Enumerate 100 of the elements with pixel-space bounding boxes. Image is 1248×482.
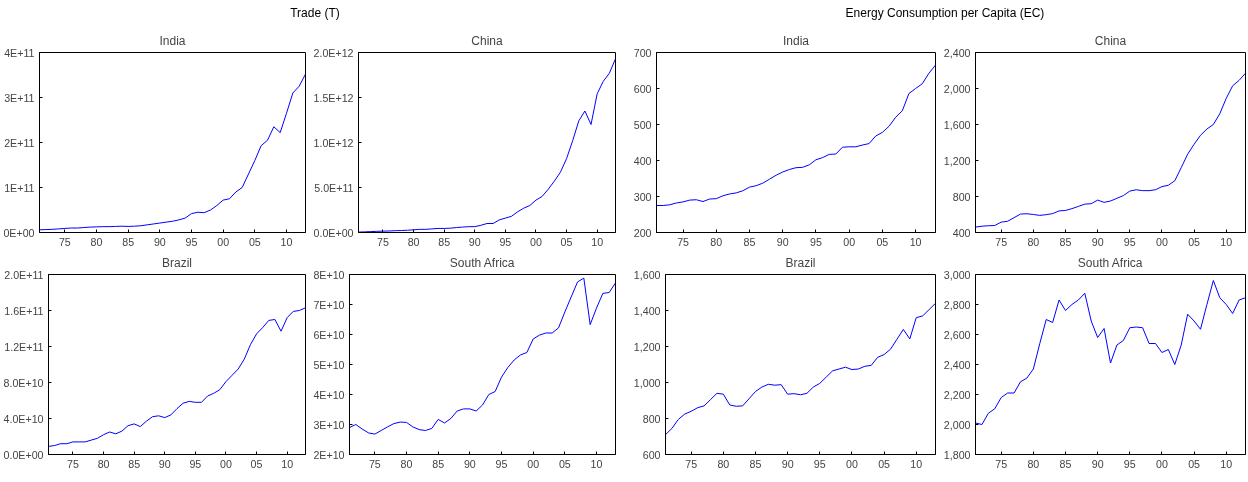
y-tick-label: 4E+10 bbox=[313, 388, 345, 401]
x-tick-label: 10 bbox=[1220, 457, 1233, 470]
x-tick-label: 75 bbox=[995, 235, 1008, 248]
y-tick-label: 600 bbox=[642, 448, 661, 461]
x-tick-label: 90 bbox=[468, 235, 481, 248]
y-tick-label: 1,600 bbox=[633, 268, 661, 281]
x-tick-label: 10 bbox=[280, 235, 293, 248]
y-tick-label: 8E+10 bbox=[313, 268, 345, 281]
y-tick-label: 1.6E+11 bbox=[4, 304, 44, 317]
y-tick-label: 1,600 bbox=[943, 118, 971, 131]
x-tick-label: 05 bbox=[876, 235, 889, 248]
x-tick-label: 80 bbox=[407, 235, 420, 248]
x-tick-label: 85 bbox=[122, 235, 135, 248]
x-tick-label: 80 bbox=[90, 235, 103, 248]
x-tick-label: 85 bbox=[432, 457, 445, 470]
x-tick-label: 85 bbox=[749, 457, 762, 470]
chart-title: Brazil bbox=[785, 255, 816, 270]
x-tick-label: 75 bbox=[677, 235, 690, 248]
y-tick-label: 1,200 bbox=[943, 154, 971, 167]
y-tick-label: 3,000 bbox=[943, 268, 971, 281]
x-tick-label: 05 bbox=[878, 457, 891, 470]
x-tick-label: 95 bbox=[813, 457, 826, 470]
y-tick-label: 7E+10 bbox=[313, 298, 345, 311]
y-tick-label: 2E+11 bbox=[4, 136, 35, 149]
x-tick-label: 10 bbox=[591, 235, 604, 248]
y-tick-label: 0E+00 bbox=[3, 226, 35, 239]
x-tick-label: 05 bbox=[248, 235, 261, 248]
line-series bbox=[665, 302, 936, 436]
x-tick-label: 80 bbox=[1027, 457, 1040, 470]
y-tick-label: 2.0E+11 bbox=[4, 268, 44, 281]
line-series bbox=[975, 280, 1246, 425]
x-tick-label: 80 bbox=[400, 457, 413, 470]
y-tick-label: 1E+11 bbox=[4, 181, 35, 194]
chart-title: South Africa bbox=[449, 255, 515, 270]
y-tick-label: 2,000 bbox=[943, 418, 971, 431]
chart-title: India bbox=[159, 33, 186, 48]
line-series bbox=[349, 277, 616, 435]
y-tick-label: 400 bbox=[952, 226, 971, 239]
x-tick-label: 95 bbox=[499, 235, 512, 248]
y-tick-label: 2,000 bbox=[943, 82, 971, 95]
y-tick-label: 2.0E+12 bbox=[313, 46, 354, 59]
x-tick-label: 80 bbox=[97, 457, 110, 470]
x-tick-label: 80 bbox=[710, 235, 723, 248]
chart-title: Brazil bbox=[162, 255, 193, 270]
line-series bbox=[975, 72, 1246, 228]
y-tick-label: 800 bbox=[642, 412, 661, 425]
x-tick-label: 00 bbox=[530, 235, 542, 248]
x-tick-label: 10 bbox=[281, 457, 294, 470]
x-tick-label: 05 bbox=[1188, 235, 1201, 248]
y-tick-label: 2,200 bbox=[943, 388, 971, 401]
y-tick-label: 700 bbox=[633, 46, 652, 59]
x-tick-label: 75 bbox=[67, 457, 79, 470]
y-tick-label: 1,800 bbox=[943, 448, 971, 461]
x-tick-label: 10 bbox=[909, 235, 922, 248]
line-series bbox=[656, 64, 936, 206]
x-tick-label: 90 bbox=[158, 457, 171, 470]
x-tick-label: 75 bbox=[685, 457, 698, 470]
y-tick-label: 3E+11 bbox=[4, 91, 35, 104]
text: Trade (T) bbox=[290, 5, 340, 22]
x-tick-label: 95 bbox=[810, 235, 822, 248]
x-tick-label: 75 bbox=[377, 235, 389, 248]
y-tick-label: 1.5E+12 bbox=[313, 91, 354, 104]
x-tick-label: 05 bbox=[558, 457, 571, 470]
x-tick-label: 00 bbox=[846, 457, 858, 470]
x-tick-label: 90 bbox=[776, 235, 789, 248]
y-tick-label: 5.0E+11 bbox=[314, 181, 354, 194]
x-tick-label: 10 bbox=[1220, 235, 1233, 248]
y-tick-label: 2E+10 bbox=[313, 448, 345, 461]
x-tick-label: 85 bbox=[438, 235, 451, 248]
y-tick-label: 0.0E+00 bbox=[313, 226, 354, 239]
x-tick-label: 85 bbox=[128, 457, 141, 470]
y-tick-label: 4.0E+10 bbox=[3, 412, 44, 425]
y-tick-label: 1,200 bbox=[633, 340, 661, 353]
chart-title: China bbox=[1094, 33, 1127, 48]
x-tick-label: 10 bbox=[910, 457, 923, 470]
y-tick-label: 600 bbox=[633, 82, 652, 95]
y-tick-label: 800 bbox=[952, 190, 971, 203]
text: Energy Consumption per Capita (EC) bbox=[845, 5, 1045, 22]
chart-title: China bbox=[471, 33, 503, 48]
x-tick-label: 00 bbox=[1156, 457, 1168, 470]
x-tick-label: 00 bbox=[1156, 235, 1168, 248]
x-tick-label: 75 bbox=[995, 457, 1008, 470]
x-tick-label: 90 bbox=[1091, 235, 1104, 248]
x-tick-label: 80 bbox=[1027, 235, 1040, 248]
y-tick-label: 4E+11 bbox=[4, 46, 35, 59]
x-tick-label: 00 bbox=[527, 457, 540, 470]
line-series bbox=[48, 307, 306, 447]
x-tick-label: 05 bbox=[250, 457, 263, 470]
x-tick-label: 85 bbox=[1059, 457, 1072, 470]
x-tick-label: 95 bbox=[495, 457, 508, 470]
x-tick-label: 90 bbox=[781, 457, 794, 470]
y-tick-label: 6E+10 bbox=[313, 328, 345, 341]
y-tick-label: 5E+10 bbox=[313, 358, 345, 371]
x-tick-label: 90 bbox=[463, 457, 476, 470]
x-tick-label: 85 bbox=[1059, 235, 1072, 248]
y-tick-label: 2,400 bbox=[943, 358, 971, 371]
y-tick-label: 1,400 bbox=[633, 304, 661, 317]
x-tick-label: 75 bbox=[58, 235, 71, 248]
y-tick-label: 2,400 bbox=[943, 46, 971, 59]
x-tick-label: 00 bbox=[217, 235, 230, 248]
